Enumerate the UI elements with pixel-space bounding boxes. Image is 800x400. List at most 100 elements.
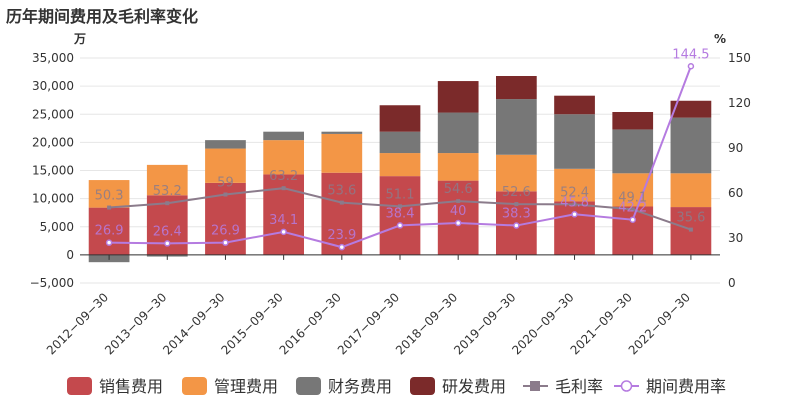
legend-swatch <box>296 377 321 395</box>
bar <box>379 153 421 177</box>
bar <box>437 112 479 154</box>
data-label: 40 <box>450 204 467 219</box>
bar <box>496 99 537 155</box>
data-label: 26.9 <box>211 224 240 239</box>
bar <box>612 112 654 130</box>
legend-label: 研发费用 <box>442 377 506 396</box>
bar <box>88 180 130 208</box>
line-point <box>398 204 402 209</box>
data-label: 144.5 <box>672 47 709 62</box>
legend-marker <box>620 380 633 392</box>
line-point <box>165 201 170 206</box>
y-right-tick-label: 150 <box>728 51 751 65</box>
y-left-tick-label: 5,000 <box>40 220 74 234</box>
line-point <box>630 207 635 212</box>
bar-layer <box>88 76 712 263</box>
y-left-unit: 万 <box>73 32 86 46</box>
bar <box>612 129 654 174</box>
y-right-tick-label: 0 <box>728 276 736 290</box>
data-label: 54.6 <box>444 182 473 197</box>
bar <box>263 131 304 141</box>
line-point <box>339 200 344 205</box>
x-tick-label: 2022−09−30 <box>626 290 693 357</box>
y-left-tick-label: −5,000 <box>30 276 74 290</box>
bar <box>379 176 421 255</box>
bar <box>205 140 246 149</box>
data-label: 34.1 <box>269 213 298 228</box>
bar <box>205 148 246 183</box>
y-right-tick-label: 90 <box>728 141 743 155</box>
data-label: 23.9 <box>327 228 356 243</box>
data-label: 38.3 <box>502 207 531 222</box>
data-label: 51.1 <box>386 187 415 202</box>
bar <box>146 164 188 196</box>
data-label: 26.9 <box>95 224 124 239</box>
line-point <box>396 222 404 229</box>
line-point <box>164 240 171 247</box>
bar <box>554 114 595 169</box>
bar <box>437 81 479 113</box>
bar <box>554 201 595 255</box>
y-left-tick-label: 25,000 <box>32 107 74 121</box>
bar <box>437 180 479 255</box>
data-label: 45.8 <box>560 195 589 210</box>
bar <box>379 131 421 154</box>
data-label: 53.6 <box>327 184 356 199</box>
bar <box>88 207 130 255</box>
line-point <box>223 192 228 197</box>
line-point <box>105 239 113 246</box>
line-point <box>107 205 112 210</box>
line-point <box>456 199 461 204</box>
data-label: 26.4 <box>153 224 182 239</box>
y-left-tick-label: 15,000 <box>32 164 74 178</box>
bar <box>496 154 537 192</box>
line-point <box>629 216 636 223</box>
data-label: 35.6 <box>676 211 705 226</box>
legend-label: 毛利率 <box>555 377 603 396</box>
chart-title: 历年期间费用及毛利率变化 <box>6 7 199 26</box>
data-label: 52.6 <box>502 185 531 200</box>
y-left-tick-label: 10,000 <box>32 192 74 206</box>
bar <box>612 173 654 207</box>
legend-label: 期间费用率 <box>646 377 726 396</box>
data-label: 52.4 <box>560 185 589 200</box>
line-point <box>688 227 693 232</box>
line-point <box>281 186 286 191</box>
data-label: 49.1 <box>618 190 647 205</box>
data-label: 53.2 <box>153 184 182 199</box>
bar <box>670 100 712 118</box>
y-right-tick-label: 60 <box>728 186 743 200</box>
data-label: 50.3 <box>95 189 124 204</box>
legend-swatch <box>410 377 435 395</box>
y-left-tick-label: 35,000 <box>32 51 74 65</box>
bar <box>670 173 712 208</box>
bar <box>321 131 363 134</box>
legend-label: 财务费用 <box>328 377 392 396</box>
legend-layer: 销售费用 管理费用 财务费用 研发费用 毛利率 期间费用率 <box>67 377 726 396</box>
bar <box>496 76 537 100</box>
data-label: 42.2 <box>618 201 647 216</box>
line-point <box>572 202 577 207</box>
legend-marker <box>530 381 540 391</box>
bar <box>437 153 479 181</box>
legend-label: 销售费用 <box>99 377 163 396</box>
line-point <box>454 219 462 227</box>
data-label: 63.2 <box>269 169 298 184</box>
y-right-tick-label: 120 <box>728 96 751 110</box>
line-point <box>514 202 519 207</box>
bar <box>554 168 595 202</box>
y-right-tick-label: 30 <box>728 231 743 245</box>
line-point <box>222 239 229 246</box>
y-right-unit: % <box>714 32 726 46</box>
bar <box>263 140 304 175</box>
y-left-tick-label: 30,000 <box>32 79 74 93</box>
data-label: 38.4 <box>386 206 415 221</box>
data-label: 59 <box>217 176 234 191</box>
bar <box>554 95 595 115</box>
line-point <box>571 211 578 218</box>
y-left-tick-label: 20,000 <box>32 135 74 149</box>
line-point <box>687 63 695 70</box>
line-layer <box>105 63 695 251</box>
line-point <box>280 228 287 236</box>
